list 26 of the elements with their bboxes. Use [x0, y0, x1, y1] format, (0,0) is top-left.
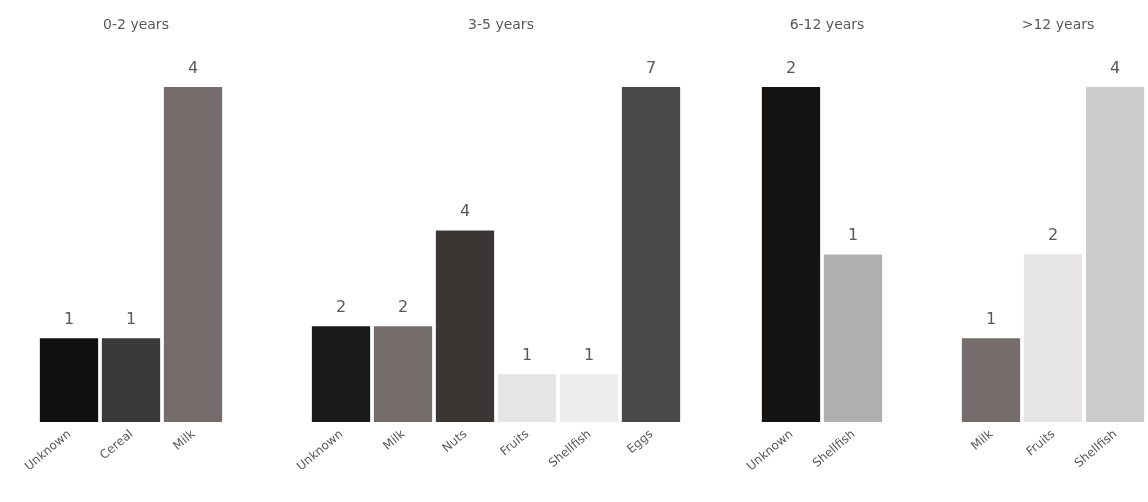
data-label: 1	[583, 344, 595, 364]
data-label: 2	[1047, 225, 1059, 244]
data-label: 2	[397, 296, 409, 316]
data-label: 4	[187, 57, 199, 77]
data-label: 1	[847, 225, 859, 244]
chart-title: 3-5 years	[468, 16, 534, 32]
data-label: 2	[335, 296, 347, 316]
bar	[311, 326, 371, 422]
bar	[621, 87, 681, 422]
x-tick-label: Milk	[380, 426, 408, 453]
data-label: 1	[521, 344, 533, 364]
data-label: 1	[985, 308, 997, 328]
data-label: 2	[785, 57, 797, 77]
bar	[435, 230, 495, 422]
data-label: 1	[63, 308, 75, 328]
x-tick-label: Milk	[170, 426, 198, 453]
data-label: 7	[645, 57, 657, 77]
x-tick-label: Milk	[968, 426, 996, 453]
data-label: 4	[1109, 57, 1121, 77]
chart-title: 6-12 years	[789, 16, 865, 32]
bar	[373, 326, 433, 422]
chart-title: 0-2 years	[103, 16, 169, 32]
data-label: 1	[125, 308, 137, 328]
bar	[497, 374, 557, 422]
chart-title: >12 years	[1021, 16, 1095, 32]
data-label: 4	[459, 201, 471, 221]
